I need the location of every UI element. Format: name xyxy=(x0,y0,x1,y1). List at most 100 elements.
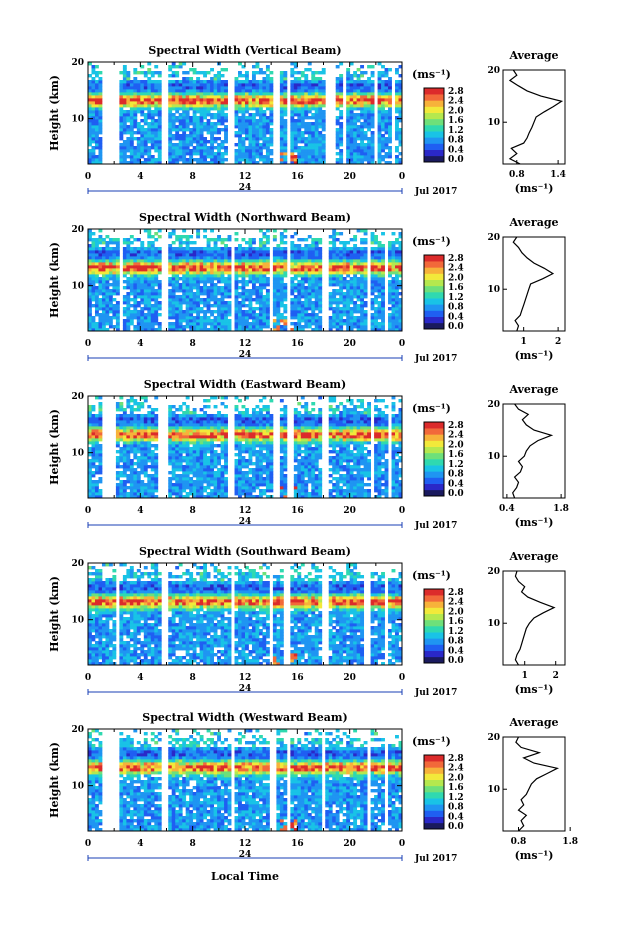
heatmap-cell xyxy=(234,292,239,296)
heatmap-cell xyxy=(353,119,358,123)
heatmap-cell xyxy=(258,325,263,329)
heatmap-cell xyxy=(157,161,162,165)
heatmap-cell xyxy=(356,68,361,72)
heatmap-cell xyxy=(370,280,375,284)
heatmap-cell xyxy=(241,158,246,162)
heatmap-cell xyxy=(154,158,159,162)
heatmap-cell xyxy=(290,241,295,245)
heatmap-cell xyxy=(122,483,127,487)
heatmap-cell xyxy=(185,241,190,245)
heatmap-cell xyxy=(196,280,201,284)
heatmap-cell xyxy=(147,280,152,284)
heatmap-cell xyxy=(108,298,113,302)
heatmap-cell xyxy=(91,77,96,81)
heatmap-cell xyxy=(391,268,396,272)
heatmap-cell xyxy=(307,161,312,165)
heatmap-cell xyxy=(360,280,365,284)
heatmap-cell xyxy=(91,471,96,475)
heatmap-cell xyxy=(335,250,340,254)
heatmap-cell xyxy=(203,155,208,159)
heatmap-cell xyxy=(122,325,127,329)
heatmap-cell xyxy=(283,286,288,290)
colorbar-swatch xyxy=(424,322,444,330)
heatmap-cell xyxy=(395,125,399,129)
heatmap-cell xyxy=(234,161,239,165)
heatmap-cell xyxy=(129,265,134,269)
heatmap-cell xyxy=(94,492,99,496)
heatmap-cell xyxy=(136,474,141,478)
heatmap-cell xyxy=(279,286,284,290)
heatmap-cell xyxy=(178,307,183,311)
heatmap-cell xyxy=(374,271,378,275)
heatmap-cell xyxy=(381,83,385,87)
heatmap-cell xyxy=(189,107,194,111)
heatmap-cell xyxy=(290,122,295,126)
heatmap-cell xyxy=(178,80,183,84)
heatmap-cell xyxy=(88,414,92,418)
heatmap-cell xyxy=(136,328,141,332)
colorbar-swatch xyxy=(424,94,444,101)
heatmap-cell xyxy=(126,250,131,254)
heatmap-cell xyxy=(213,155,218,159)
heatmap-cell xyxy=(126,268,131,272)
heatmap-cell xyxy=(245,274,249,278)
heatmap-cell xyxy=(140,286,145,290)
heatmap-cell xyxy=(122,486,127,490)
heatmap-cell xyxy=(314,86,319,90)
heatmap-cell xyxy=(154,107,159,111)
heatmap-cell xyxy=(129,83,134,87)
heatmap-cell xyxy=(342,307,347,311)
heatmap-cell xyxy=(335,143,340,147)
heatmap-cell xyxy=(91,244,96,248)
heatmap-cell xyxy=(147,146,152,150)
heatmap-cell xyxy=(245,146,249,150)
heatmap-cell xyxy=(203,283,208,287)
heatmap-cell xyxy=(321,155,326,159)
heatmap-cell xyxy=(88,137,92,141)
heatmap-cell xyxy=(112,265,117,269)
heatmap-cell xyxy=(224,146,228,150)
heatmap-cell xyxy=(126,480,131,484)
heatmap-cell xyxy=(384,125,389,129)
heatmap-cell xyxy=(234,304,239,308)
heatmap-cell xyxy=(150,74,155,78)
heatmap-cell xyxy=(258,113,263,117)
heatmap-cell xyxy=(293,155,298,159)
heatmap-cell xyxy=(290,283,295,287)
heatmap-cell xyxy=(245,110,249,114)
heatmap-cell xyxy=(265,86,270,90)
heatmap-cell xyxy=(143,265,148,269)
heatmap-cell xyxy=(241,98,246,102)
y-tick-label: 20 xyxy=(71,58,84,68)
heatmap-cell xyxy=(119,447,124,451)
heatmap-cell xyxy=(321,152,326,156)
heatmap-cell xyxy=(346,116,351,120)
heatmap-cell xyxy=(133,71,138,75)
heatmap-cell xyxy=(318,283,323,287)
heatmap-cell xyxy=(122,459,127,463)
heatmap-cell xyxy=(353,253,358,257)
heatmap-cell xyxy=(391,325,396,329)
heatmap-cell xyxy=(133,149,138,153)
heatmap-cell xyxy=(398,328,403,332)
heatmap-cell xyxy=(182,256,187,260)
heatmap-cell xyxy=(245,149,249,153)
heatmap-cell xyxy=(297,131,302,135)
heatmap-cell xyxy=(168,65,173,69)
heatmap-cell xyxy=(311,319,316,323)
heatmap-cell xyxy=(398,104,403,108)
heatmap-cell xyxy=(332,265,337,269)
heatmap-cell xyxy=(363,316,368,320)
heatmap-cell xyxy=(203,289,208,293)
heatmap-cell xyxy=(238,71,242,75)
heatmap-cell xyxy=(129,396,134,400)
heatmap-cell xyxy=(328,328,333,332)
heatmap-cell xyxy=(238,325,242,329)
heatmap-cell xyxy=(178,495,183,499)
heatmap-cell xyxy=(136,110,141,114)
colorbar-swatch xyxy=(424,261,444,268)
heatmap-cell xyxy=(342,256,347,260)
heatmap-cell xyxy=(276,307,281,311)
heatmap-cell xyxy=(122,286,127,290)
heatmap-cell xyxy=(94,244,99,248)
